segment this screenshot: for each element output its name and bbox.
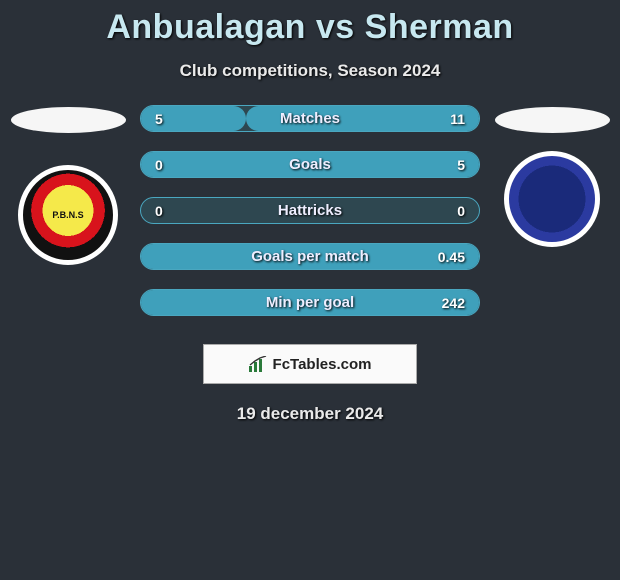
player-left-column: P.B.N.S — [8, 105, 128, 265]
stat-value-right: 0.45 — [438, 249, 465, 265]
player-right-column — [492, 105, 612, 247]
stat-row: 5Matches11 — [140, 105, 480, 132]
footer-date: 19 december 2024 — [0, 404, 620, 424]
club-badge-left-icon: P.B.N.S — [18, 165, 118, 265]
stat-row: 0Goals5 — [140, 151, 480, 178]
stat-value-left: 0 — [155, 157, 163, 173]
brand-text: FcTables.com — [273, 356, 372, 373]
page-title: Anbualagan vs Sherman — [0, 8, 620, 47]
stat-value-left: 5 — [155, 111, 163, 127]
stats-table: 5Matches110Goals50Hattricks0Goals per ma… — [140, 105, 480, 316]
flag-right-icon — [495, 107, 610, 133]
stat-value-left: 0 — [155, 203, 163, 219]
stat-label: Goals per match — [141, 248, 479, 265]
stat-label: Goals — [141, 156, 479, 173]
club-badge-left-label: P.B.N.S — [52, 210, 83, 220]
stat-value-right: 11 — [450, 111, 465, 127]
stat-row: Goals per match0.45 — [140, 243, 480, 270]
club-badge-right-icon — [504, 151, 600, 247]
comparison-card: Anbualagan vs Sherman Club competitions,… — [0, 0, 620, 424]
stat-value-right: 5 — [457, 157, 465, 173]
chart-icon — [249, 356, 269, 372]
stat-value-right: 0 — [457, 203, 465, 219]
stat-label: Matches — [141, 110, 479, 127]
page-subtitle: Club competitions, Season 2024 — [0, 61, 620, 81]
stat-row: Min per goal242 — [140, 289, 480, 316]
stat-value-right: 242 — [442, 295, 465, 311]
stat-label: Min per goal — [141, 294, 479, 311]
stat-label: Hattricks — [141, 202, 479, 219]
content-row: P.B.N.S 5Matches110Goals50Hattricks0Goal… — [0, 105, 620, 316]
flag-left-icon — [11, 107, 126, 133]
stat-row: 0Hattricks0 — [140, 197, 480, 224]
brand-box[interactable]: FcTables.com — [203, 344, 417, 384]
